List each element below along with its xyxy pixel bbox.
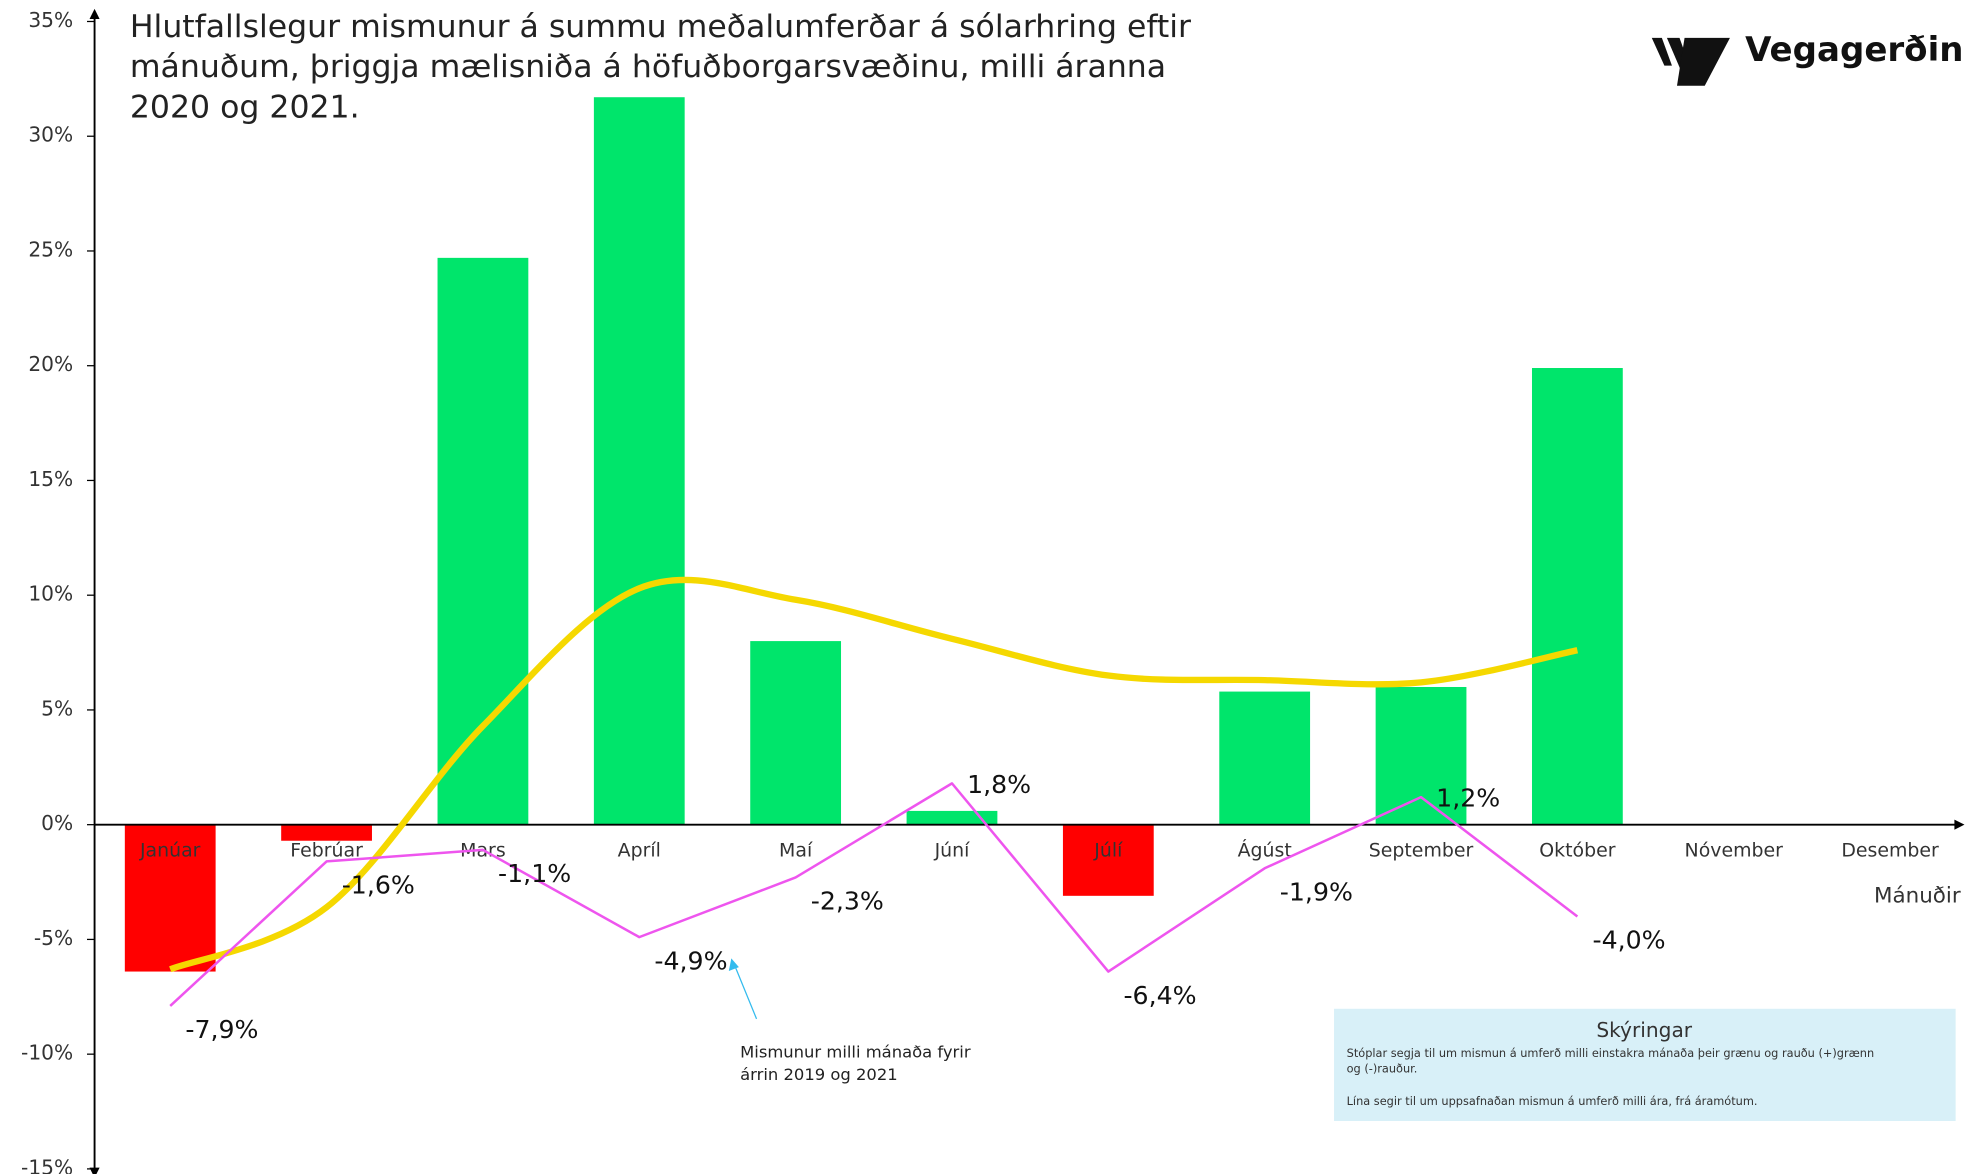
x-tick-label: September	[1369, 840, 1474, 862]
bar	[1531, 368, 1623, 825]
data-label: -1,1%	[498, 859, 571, 888]
x-tick-label: Ágúst	[1238, 839, 1292, 862]
logo-text: Vegagerðin	[1745, 30, 1963, 70]
data-label: -2,3%	[811, 887, 884, 916]
annotation: Mismunur milli mánaða fyrir árrin 2019 o…	[728, 958, 971, 1084]
bar	[906, 810, 998, 825]
y-tick-label: 5%	[41, 696, 73, 720]
data-label: -4,9%	[654, 946, 727, 975]
chart-title: mánuðum, þriggja mælisniða á höfuðborgar…	[130, 49, 1166, 85]
legend-note: Lína segir til um uppsafnaðan mismun á u…	[1347, 1094, 1758, 1108]
x-tick-label: Desember	[1841, 840, 1939, 862]
y-tick-label: 10%	[28, 582, 73, 606]
data-label: -1,9%	[1280, 877, 1353, 906]
x-tick-label: Febrúar	[290, 840, 363, 862]
annotation-text: árrin 2019 og 2021	[740, 1065, 898, 1084]
legend-box: Skýringar Stóplar segja til um mismun á …	[1334, 1008, 1956, 1121]
chart-title: 2020 og 2021.	[130, 89, 360, 125]
y-tick-label: 25%	[28, 237, 73, 261]
y-tick-label: -15%	[21, 1155, 73, 1174]
x-axis-title: Mánuðir	[1874, 884, 1961, 909]
data-label: 1,8%	[967, 770, 1031, 799]
legend-note: Stóplar segja til um mismun á umferð mil…	[1347, 1046, 1875, 1060]
y-tick-label: 30%	[28, 123, 73, 147]
bar	[1062, 824, 1154, 896]
data-label: -6,4%	[1123, 981, 1196, 1010]
bar	[593, 97, 685, 825]
x-tick-label: Nóvember	[1685, 840, 1784, 862]
x-tick-label: Janúar	[139, 840, 201, 862]
data-label: -7,9%	[185, 1015, 258, 1044]
x-tick-label: Október	[1539, 840, 1615, 862]
bar	[750, 641, 842, 825]
bar	[281, 824, 372, 841]
legend-title: Skýringar	[1596, 1018, 1692, 1042]
x-tick-label: Maí	[779, 840, 813, 862]
line-series	[169, 782, 1579, 1007]
logo: Vegagerðin	[1651, 30, 1963, 86]
chart-title: Hlutfallslegur mismunur á summu meðalumf…	[130, 9, 1191, 45]
y-tick-label: 35%	[28, 8, 73, 32]
x-tick-label: Apríl	[618, 840, 661, 862]
annotation-text: Mismunur milli mánaða fyrir	[740, 1042, 971, 1061]
bar	[1375, 686, 1467, 825]
axis-arrow	[1954, 819, 1965, 830]
y-tick-label: -5%	[34, 926, 73, 950]
y-tick-label: 20%	[28, 352, 73, 376]
data-label: 1,2%	[1436, 784, 1500, 813]
bar	[437, 257, 529, 825]
axis-arrow	[89, 8, 100, 19]
axis-arrow	[89, 1167, 100, 1174]
y-tick-label: -10%	[21, 1041, 73, 1065]
line-series	[169, 576, 1579, 973]
data-label: -1,6%	[342, 871, 415, 900]
x-tick-label: Júlí	[1093, 840, 1123, 862]
data-label: -4,0%	[1593, 926, 1666, 955]
bar	[1219, 691, 1311, 825]
y-tick-label: 0%	[41, 811, 73, 835]
y-tick-label: 15%	[28, 467, 73, 491]
x-tick-label: Júní	[934, 840, 971, 862]
bar	[124, 824, 216, 972]
legend-note: og (-)rauður.	[1347, 1061, 1418, 1075]
